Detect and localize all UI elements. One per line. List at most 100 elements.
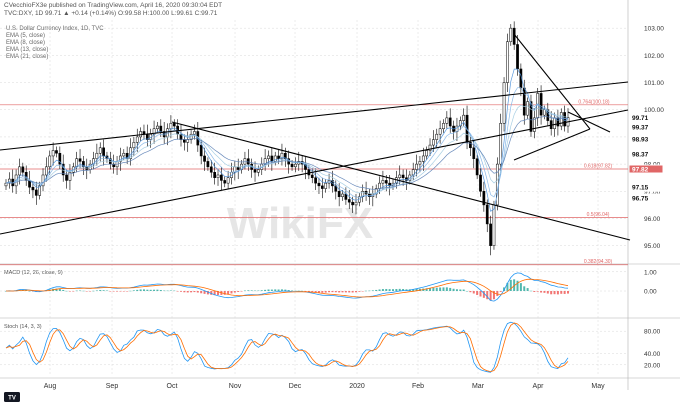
y-tick-label: 95.00 <box>644 243 661 250</box>
candle <box>448 117 452 127</box>
candle <box>462 114 466 121</box>
macd-bar <box>486 291 489 300</box>
candle <box>378 182 381 189</box>
macd-bar <box>459 289 462 291</box>
macd-bar <box>233 291 236 293</box>
publish-line: CVecchioFX3e published on TradingView.co… <box>4 2 223 9</box>
candle <box>280 152 284 159</box>
macd-bar <box>116 291 119 292</box>
macd-bar <box>287 290 290 291</box>
price-tag-bg <box>628 193 664 203</box>
macd-bar <box>479 291 482 297</box>
macd-bar <box>200 291 203 294</box>
macd-bar <box>354 291 357 293</box>
macd-line <box>5 272 569 302</box>
macd-bar <box>550 291 553 295</box>
trendline <box>171 121 631 241</box>
macd-bar <box>516 280 519 291</box>
macd-tick-label: 1.00 <box>644 269 657 276</box>
macd-bar <box>540 291 543 293</box>
candle <box>95 152 99 159</box>
candle <box>310 174 314 178</box>
candle <box>58 152 62 165</box>
macd-bar <box>529 290 532 292</box>
macd-bar <box>523 286 526 291</box>
macd-bar <box>533 291 536 292</box>
candle <box>432 139 435 146</box>
macd-tick-label: 0.00 <box>644 289 657 296</box>
macd-bar <box>25 290 28 291</box>
fib-level-label: 0.618(97.82) <box>584 164 613 170</box>
macd-bar <box>301 290 304 292</box>
macd-bar <box>99 290 102 291</box>
macd-bar <box>553 291 556 295</box>
macd-bar <box>388 289 391 291</box>
macd-bar <box>442 287 445 291</box>
tradingview-logo <box>4 392 20 402</box>
macd-bar <box>186 291 189 293</box>
candle <box>75 158 79 168</box>
stoch-label: Stoch (14, 3, 3) <box>4 324 42 330</box>
macd-bar <box>159 289 162 291</box>
macd-bar <box>146 289 149 291</box>
price-tag-bg <box>628 182 664 192</box>
y-tick-label: 101.00 <box>644 80 664 87</box>
macd-bar <box>331 291 334 293</box>
candle <box>398 174 402 178</box>
macd-bar <box>217 291 220 295</box>
candle <box>203 155 206 162</box>
candle <box>381 180 385 184</box>
price-tag: 97.82 <box>632 167 649 174</box>
macd-bar <box>163 290 166 292</box>
macd-bar <box>190 291 193 293</box>
candle <box>92 158 95 165</box>
candle <box>532 117 536 132</box>
macd-bar <box>556 291 559 295</box>
candle <box>526 101 529 116</box>
fib-level-label: 0.764(100.18) <box>578 99 609 105</box>
candle <box>314 177 317 184</box>
macd-bar <box>179 291 182 292</box>
fib-level-label: 0.5(96.04) <box>587 212 610 218</box>
macd-histogram <box>5 279 569 301</box>
macd-bar <box>126 291 129 292</box>
macd-bar <box>317 291 320 293</box>
macd-bar <box>496 291 499 297</box>
candle <box>556 117 560 127</box>
macd-bar <box>291 290 294 292</box>
candle <box>45 166 48 176</box>
macd-bar <box>425 288 428 291</box>
candle <box>324 182 328 189</box>
candle <box>270 155 274 162</box>
candle <box>31 186 35 191</box>
macd-bar <box>328 291 331 293</box>
stoch-tick-label: 40.00 <box>644 351 661 358</box>
x-tick-label: Sep <box>106 383 119 390</box>
candle <box>273 155 277 162</box>
candle <box>320 185 324 189</box>
price-tag: 98.93 <box>632 136 649 143</box>
macd-bar <box>536 291 539 292</box>
ema-21-line <box>5 116 569 190</box>
macd-bar <box>122 291 125 292</box>
macd-bar <box>311 291 314 292</box>
macd-bar <box>449 287 452 291</box>
chart-title: U.S. Dollar Currency Index, 1D, TVC <box>6 26 104 32</box>
watermark: WikiFX <box>227 199 373 248</box>
candle <box>472 147 476 159</box>
candle <box>135 136 139 143</box>
macd-bar <box>68 291 71 292</box>
candle <box>82 161 85 168</box>
logo-text: TV <box>8 396 16 402</box>
macd-bar <box>243 290 246 292</box>
candle <box>186 139 190 143</box>
candle <box>18 166 21 176</box>
candle <box>341 193 344 197</box>
macd-bar <box>142 289 145 291</box>
macd-bar <box>85 291 88 292</box>
macd-bar <box>348 291 351 293</box>
candle <box>415 163 418 170</box>
macd-bar <box>284 289 287 291</box>
signal-line <box>6 278 569 298</box>
